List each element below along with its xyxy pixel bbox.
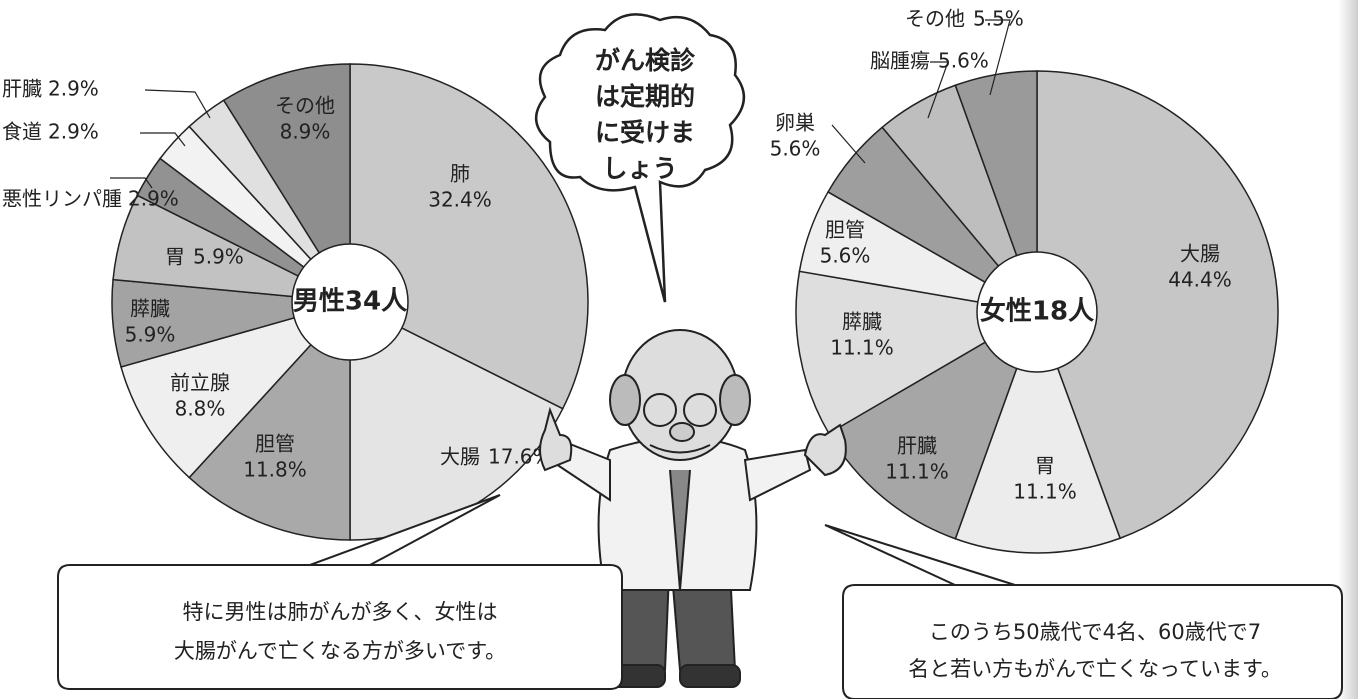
cloud-text: がん検診 (595, 46, 696, 75)
slice-label: その他 (905, 7, 965, 31)
slice-label: 悪性リンパ腫 (2, 187, 122, 211)
slice-label: 卵巣 (775, 111, 815, 135)
slice-label: 肝臓 (2, 77, 42, 101)
bubble-text: 特に男性は肺がんが多く、女性は (183, 600, 498, 624)
slice-label: 大腸 (1180, 242, 1220, 266)
slice-value-label: 2.9% (128, 187, 179, 211)
page: 男性34人肺32.4%大腸17.6%胆管11.8%前立腺8.8%膵臓5.9%胃5… (0, 0, 1358, 699)
bubble-text: 名と若い方もがんで亡くなっています。 (908, 657, 1282, 681)
leader-line (145, 90, 210, 118)
slice-label: その他 (275, 94, 335, 118)
slice-value-label: 11.1% (1013, 480, 1077, 504)
slice-label: 脳腫瘍 (870, 49, 930, 73)
slice-label: 膵臓 (842, 310, 882, 334)
slice-value-label: 5.6% (770, 137, 821, 161)
slice-label: 膵臓 (130, 297, 170, 321)
slice-value-label: 5.6% (820, 244, 871, 268)
slice-value-label: 5.9% (125, 323, 176, 347)
slice-value-label: 8.8% (175, 397, 226, 421)
slice-label: 前立腺 (170, 371, 230, 395)
slice-label: 胆管 (825, 218, 865, 242)
slice-label: 肝臓 (897, 434, 937, 458)
slice-value-label: 5.9% (193, 245, 244, 269)
slice-value-label: 5.5% (973, 7, 1024, 31)
slice-label: 胃 (165, 245, 185, 269)
bubble-text: このうち50歳代で4名、60歳代で7 (929, 620, 1261, 644)
slice-label: 大腸 (440, 445, 480, 469)
cloud-text: は定期的 (595, 82, 695, 111)
pie-title: 女性18人 (980, 296, 1094, 327)
bubble-text: 大腸がんで亡くなる方が多いです。 (174, 639, 506, 663)
slice-label: 食道 (2, 120, 42, 144)
slice-value-label: 11.1% (830, 336, 894, 360)
slice-value-label: 11.8% (243, 458, 307, 482)
slice-value-label: 2.9% (48, 120, 99, 144)
slice-label: 肺 (450, 162, 470, 186)
slice-value-label: 44.4% (1168, 268, 1232, 292)
slice-label: 胃 (1035, 454, 1055, 478)
pie-title: 男性34人 (293, 287, 407, 317)
cloud-text: に受けま (595, 118, 695, 147)
cloud-text: しょう (602, 154, 677, 183)
slice-value-label: 32.4% (428, 188, 492, 212)
leader-line (832, 125, 865, 163)
slice-value-label: 2.9% (48, 77, 99, 101)
slice-value-label: 8.9% (280, 120, 331, 144)
slice-label: 胆管 (255, 432, 295, 456)
slice-value-label: 11.1% (885, 460, 949, 484)
